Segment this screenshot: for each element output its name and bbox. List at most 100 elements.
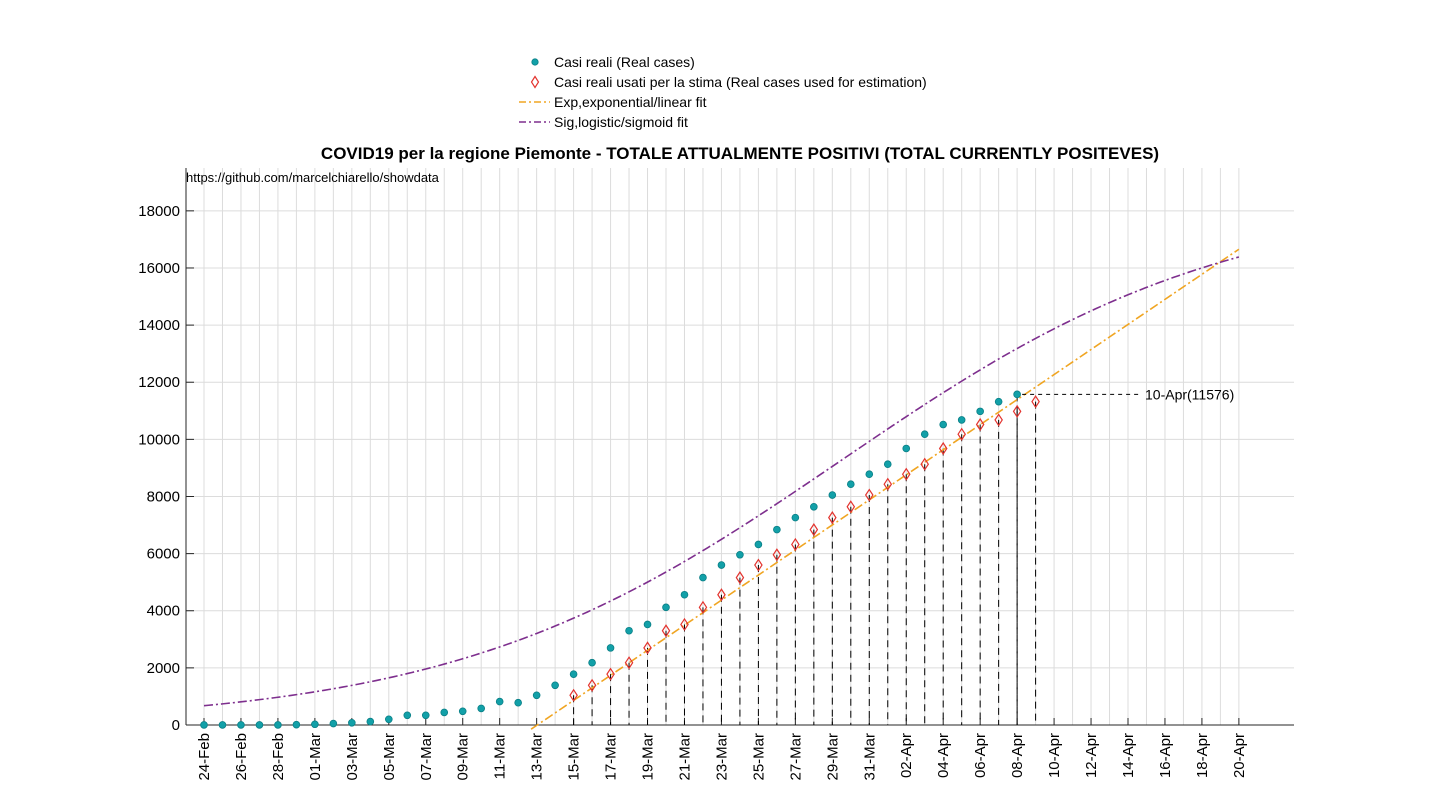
x-tick-label: 20-Apr [1231,733,1248,778]
real-case-point [532,691,541,700]
x-tick-label: 13-Mar [529,733,546,781]
y-tick-label: 10000 [138,431,180,448]
x-tick-label: 12-Apr [1083,733,1100,778]
y-tick-label: 18000 [138,203,180,220]
y-tick-label: 8000 [147,488,180,505]
real-case-point [495,697,504,706]
estimation-point-diamond [606,667,615,681]
estimation-point-diamond [957,427,966,441]
y-tick-label: 12000 [138,374,180,391]
estimation-point-diamond [920,457,930,471]
legend-label: Exp,exponential/linear fit [554,94,707,110]
chart-title: COVID19 per la regione Piemonte - TOTALE… [321,144,1159,163]
real-case-point [717,561,726,569]
real-case-point [551,681,559,690]
drop-lines [573,394,1037,725]
real-case-point [625,626,633,635]
legend-item-estimation-cases: Casi reali usati per la stima (Real case… [530,74,927,90]
estimation-point-diamond [754,558,763,572]
sig-fit-line [203,256,1240,707]
x-tick-label: 11-Mar [492,733,509,779]
estimation-point-diamond [901,467,911,481]
x-tick-label: 16-Apr [1157,733,1174,778]
real-case-point [865,470,874,479]
legend-marker-diamond-icon [530,75,540,89]
real-case-point [606,644,615,652]
data-points [200,390,1040,729]
real-case-point [846,480,855,489]
x-tick-label: 06-Apr [972,733,989,778]
x-tick-label: 18-Apr [1194,733,1211,778]
legend-label: Casi reali usati per la stima (Real case… [554,74,927,90]
legend: Casi reali (Real cases) Casi reali usati… [519,54,927,130]
real-case-point [514,698,522,707]
estimation-point-diamond [883,477,893,491]
x-tick-label: 10-Apr [1046,733,1063,778]
real-case-point [440,708,449,717]
x-tick-label: 21-Mar [676,733,693,781]
x-tick-label: 08-Apr [1009,733,1026,778]
x-tick-label: 01-Mar [307,733,324,781]
x-tick-label: 25-Mar [750,733,767,781]
y-tick-label: 16000 [138,260,180,277]
x-tick-label: 29-Mar [824,733,841,781]
estimation-point-diamond [846,500,856,514]
x-tick-label: 23-Mar [713,733,730,781]
estimation-point-diamond [772,548,782,562]
estimation-point-diamond [661,624,671,638]
fit-lines [203,248,1240,730]
legend-marker-dot-icon [531,58,539,66]
estimation-point-diamond [994,413,1003,427]
real-case-point [237,721,245,729]
real-case-point [329,719,338,728]
estimation-point-diamond [1031,395,1040,409]
real-case-point [883,460,892,469]
real-case-point [403,711,412,720]
real-case-point [920,430,929,439]
exp-fit-line [530,248,1240,730]
source-note: https://github.com/marcelchiarello/showd… [186,170,440,185]
x-tick-label: 09-Mar [455,733,472,781]
real-case-point [477,704,486,713]
tick-labels: 0 2000 4000 6000 8000 10000 12000 14000 16000 180… [138,203,1248,781]
legend-item-exp-fit: Exp,exponential/linear fit [519,94,707,110]
estimation-point-diamond [587,678,597,692]
real-case-point [902,444,911,453]
real-case-point [939,420,947,429]
x-tick-label: 19-Mar [640,733,657,781]
real-case-point [421,711,430,720]
x-tick-label: 17-Mar [603,733,620,781]
real-case-point [255,721,264,729]
x-tick-label: 14-Apr [1120,733,1137,778]
x-tick-label: 28-Feb [270,733,287,781]
x-tick-label: 15-Mar [566,733,583,781]
y-tick-label: 2000 [147,660,180,677]
estimation-point-diamond [938,441,948,456]
x-tick-label: 27-Mar [787,733,804,781]
x-tick-label: 07-Mar [418,733,435,781]
real-case-point [754,540,763,549]
estimation-point-diamond [698,600,708,614]
real-case-point [791,513,800,522]
real-case-point [810,502,818,511]
x-tick-label: 26-Feb [233,733,250,781]
real-case-point [384,715,393,724]
estimation-point-diamond [680,617,689,632]
estimation-point-diamond [1012,404,1022,418]
real-case-point [828,491,837,499]
y-tick-label: 0 [172,717,180,734]
real-case-point [736,550,744,559]
x-tick-label: 05-Mar [381,733,398,781]
legend-label: Casi reali (Real cases) [554,54,695,70]
estimation-point-diamond [735,571,745,585]
x-tick-label: 04-Apr [935,733,952,778]
estimation-point-diamond [643,641,652,655]
estimation-point-diamond [717,588,726,602]
estimation-point-diamond [624,656,634,670]
x-tick-label: 02-Apr [898,733,915,778]
y-tick-label: 6000 [147,546,180,563]
real-case-point [200,721,208,729]
real-case-point [588,658,596,667]
real-case-point [957,416,966,424]
